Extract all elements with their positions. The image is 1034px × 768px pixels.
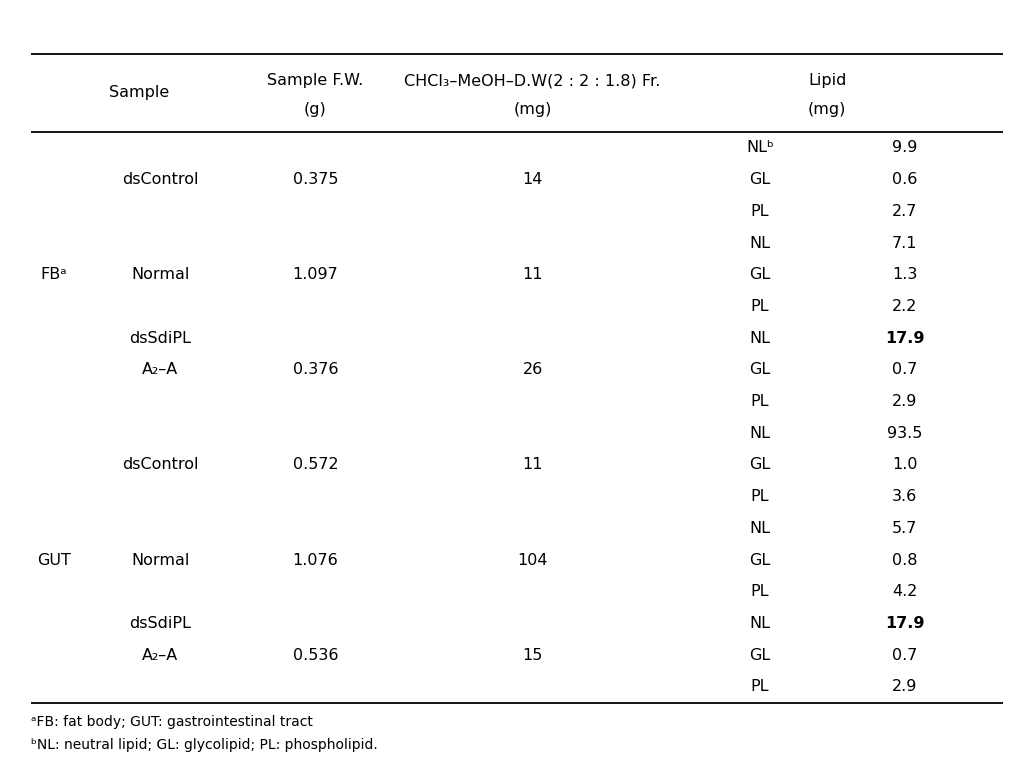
Text: GL: GL (750, 362, 770, 377)
Text: 0.6: 0.6 (892, 172, 917, 187)
Text: 11: 11 (522, 267, 543, 283)
Text: NL: NL (750, 331, 770, 346)
Text: NL: NL (750, 236, 770, 250)
Text: 0.536: 0.536 (293, 647, 338, 663)
Text: dsControl: dsControl (122, 172, 199, 187)
Text: 93.5: 93.5 (887, 425, 922, 441)
Text: GL: GL (750, 172, 770, 187)
Text: NL: NL (750, 521, 770, 536)
Text: 17.9: 17.9 (885, 331, 924, 346)
Text: dsSdiPL: dsSdiPL (129, 616, 191, 631)
Text: PL: PL (751, 489, 769, 504)
Text: Lipid: Lipid (808, 73, 847, 88)
Text: NL: NL (750, 425, 770, 441)
Text: 14: 14 (522, 172, 543, 187)
Text: PL: PL (751, 584, 769, 599)
Text: 1.076: 1.076 (293, 552, 338, 568)
Text: 0.376: 0.376 (293, 362, 338, 377)
Text: Sample: Sample (110, 85, 170, 101)
Text: ᵇNL: neutral lipid; GL: glycolipid; PL: phospholipid.: ᵇNL: neutral lipid; GL: glycolipid; PL: … (31, 738, 377, 752)
Text: A₂–A: A₂–A (142, 362, 179, 377)
Text: Normal: Normal (131, 552, 189, 568)
Text: NL: NL (750, 616, 770, 631)
Text: CHCl₃–MeOH–D.W(2 : 2 : 1.8) Fr.: CHCl₃–MeOH–D.W(2 : 2 : 1.8) Fr. (404, 73, 661, 88)
Text: 7.1: 7.1 (892, 236, 917, 250)
Text: 9.9: 9.9 (892, 141, 917, 155)
Text: GL: GL (750, 458, 770, 472)
Text: 1.097: 1.097 (293, 267, 338, 283)
Text: dsControl: dsControl (122, 458, 199, 472)
Text: PL: PL (751, 299, 769, 314)
Text: 0.572: 0.572 (293, 458, 338, 472)
Text: 26: 26 (522, 362, 543, 377)
Text: dsSdiPL: dsSdiPL (129, 331, 191, 346)
Text: GL: GL (750, 552, 770, 568)
Text: PL: PL (751, 680, 769, 694)
Text: FBᵃ: FBᵃ (40, 267, 67, 283)
Text: (mg): (mg) (808, 101, 847, 117)
Text: Normal: Normal (131, 267, 189, 283)
Text: A₂–A: A₂–A (142, 647, 179, 663)
Text: 11: 11 (522, 458, 543, 472)
Text: 0.375: 0.375 (293, 172, 338, 187)
Text: 17.9: 17.9 (885, 616, 924, 631)
Text: 0.7: 0.7 (892, 647, 917, 663)
Text: 4.2: 4.2 (892, 584, 917, 599)
Text: 15: 15 (522, 647, 543, 663)
Text: 1.3: 1.3 (892, 267, 917, 283)
Text: PL: PL (751, 204, 769, 219)
Text: GL: GL (750, 647, 770, 663)
Text: 2.9: 2.9 (892, 680, 917, 694)
Text: 2.9: 2.9 (892, 394, 917, 409)
Text: GUT: GUT (37, 552, 70, 568)
Text: NLᵇ: NLᵇ (747, 141, 773, 155)
Text: 3.6: 3.6 (892, 489, 917, 504)
Text: 2.2: 2.2 (892, 299, 917, 314)
Text: (mg): (mg) (513, 101, 552, 117)
Text: 0.8: 0.8 (892, 552, 917, 568)
Text: 5.7: 5.7 (892, 521, 917, 536)
Text: GL: GL (750, 267, 770, 283)
Text: 1.0: 1.0 (892, 458, 917, 472)
Text: 2.7: 2.7 (892, 204, 917, 219)
Text: 104: 104 (517, 552, 548, 568)
Text: ᵃFB: fat body; GUT: gastrointestinal tract: ᵃFB: fat body; GUT: gastrointestinal tra… (31, 715, 313, 729)
Text: PL: PL (751, 394, 769, 409)
Text: (g): (g) (304, 101, 327, 117)
Text: Sample F.W.: Sample F.W. (267, 73, 364, 88)
Text: 0.7: 0.7 (892, 362, 917, 377)
